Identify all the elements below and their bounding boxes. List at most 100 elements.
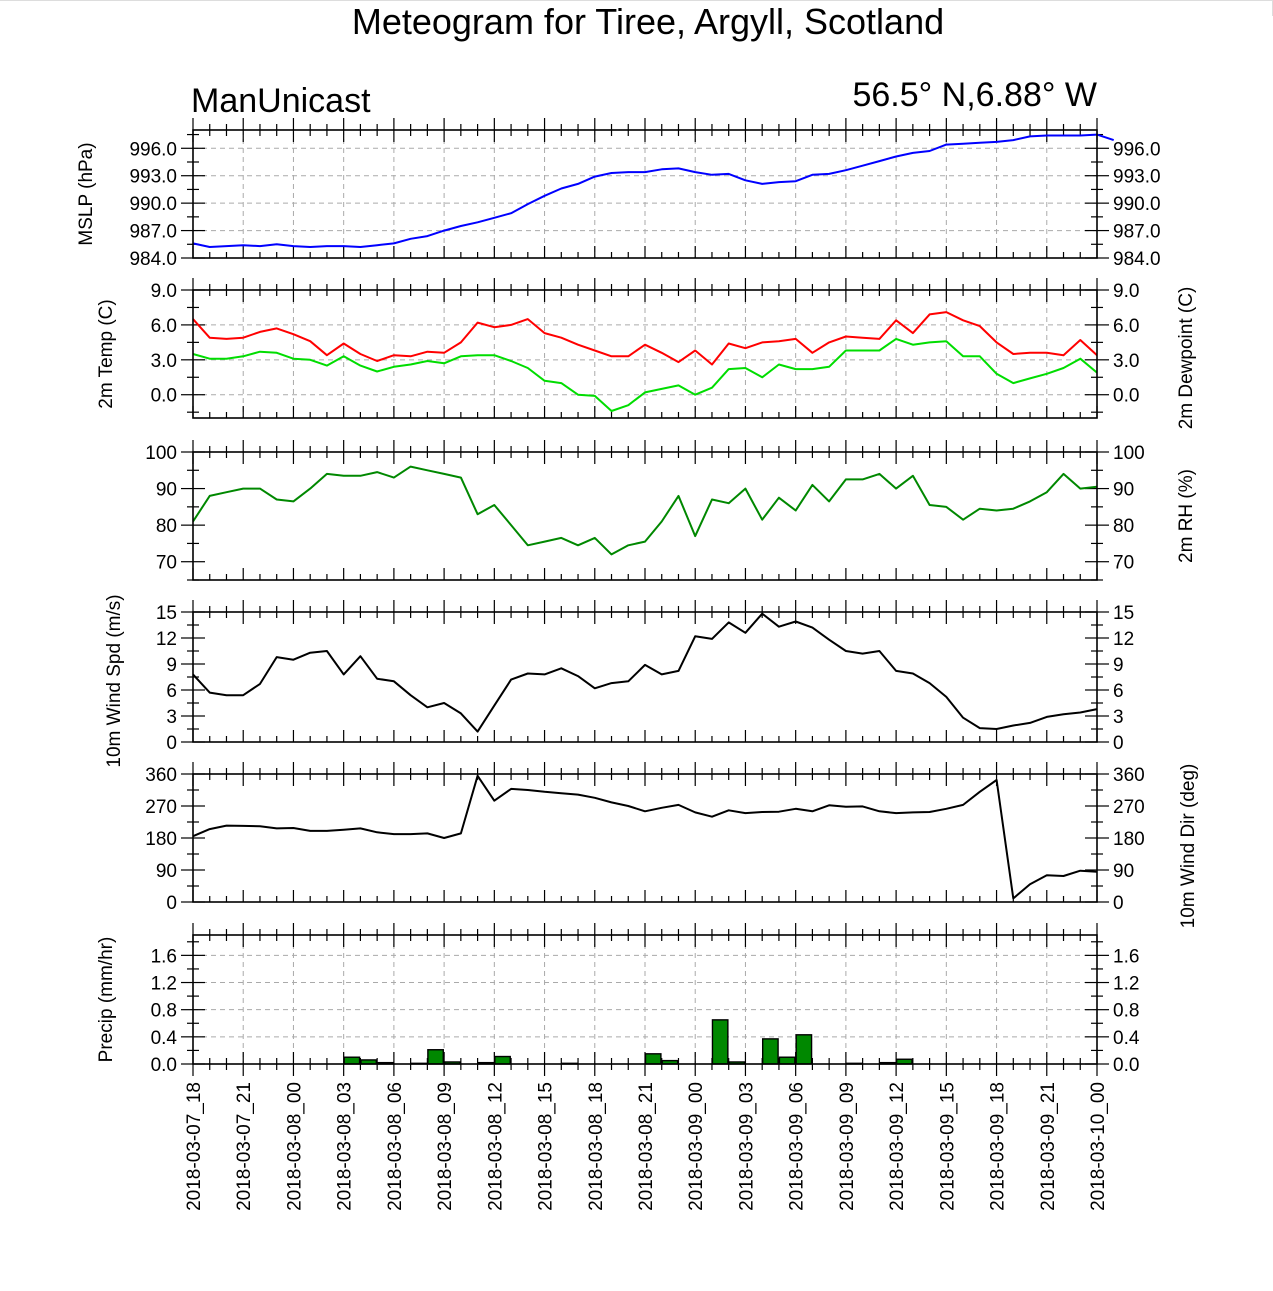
y-tick-label-right: 6.0 bbox=[1113, 316, 1139, 337]
y-tick-label-left: 180 bbox=[145, 829, 177, 850]
y-tick-label-left: 0.0 bbox=[151, 1055, 177, 1076]
y-tick-label-left: 0 bbox=[166, 893, 177, 914]
y-tick-label-right: 3 bbox=[1113, 707, 1124, 728]
y-tick-label-right: 990.0 bbox=[1113, 194, 1161, 215]
x-tick-label: 2018-03-09_09 bbox=[837, 1082, 858, 1211]
precip-bar bbox=[711, 1019, 729, 1065]
y-tick-label-left: 0.4 bbox=[151, 1028, 178, 1049]
y-tick-label-right: 360 bbox=[1113, 765, 1145, 786]
y-tick-label-left: 1.6 bbox=[151, 946, 177, 967]
panel-frame bbox=[192, 773, 1098, 903]
y-tick-label-left: 1.2 bbox=[151, 974, 177, 995]
x-tick-label: 2018-03-07_18 bbox=[184, 1082, 205, 1211]
top-border-line bbox=[0, 0, 1273, 1]
y-tick-label-left: 9.0 bbox=[151, 281, 177, 302]
y-tick-label-left: 90 bbox=[156, 480, 177, 501]
y-tick-label-left: 0.8 bbox=[151, 1001, 177, 1022]
series-line-wind_dir bbox=[192, 774, 1098, 900]
y-tick-label-left: 6.0 bbox=[151, 316, 177, 337]
x-tick-label: 2018-03-09_12 bbox=[887, 1082, 908, 1211]
y-tick-label-left: 993.0 bbox=[129, 167, 177, 188]
x-tick-label: 2018-03-08_18 bbox=[586, 1082, 607, 1211]
x-tick-label: 2018-03-09_00 bbox=[686, 1082, 707, 1211]
y-tick-label-right: 9 bbox=[1113, 655, 1124, 676]
panel-temp: 0.0 0.0 3.0 3.0 6.0 6.0 9.0 9.0 2m Temp (C) 2m De… bbox=[96, 278, 1197, 429]
y-tick-label-left: 15 bbox=[156, 603, 177, 624]
series-line-wind_speed bbox=[192, 612, 1098, 733]
y-tick-label-right: 3.0 bbox=[1113, 351, 1139, 372]
y-tick-label-left: 3 bbox=[166, 707, 177, 728]
y-tick-label-left: 990.0 bbox=[129, 194, 177, 215]
y-axis-label-left: Precip (mm/hr) bbox=[96, 937, 117, 1063]
series-line-rh bbox=[192, 465, 1098, 556]
panel-mslp: 984.0 984.0 987.0 987.0 990.0 990.0 993.0 993.0… bbox=[76, 118, 1161, 270]
x-tick-label: 2018-03-09_21 bbox=[1038, 1082, 1059, 1211]
y-tick-label-left: 0 bbox=[166, 733, 177, 754]
panel-frame bbox=[192, 129, 1098, 259]
y-tick-label-right: 9.0 bbox=[1113, 281, 1139, 302]
y-tick-label-left: 12 bbox=[156, 629, 177, 650]
y-tick-label-right: 90 bbox=[1113, 480, 1134, 501]
y-tick-label-right: 984.0 bbox=[1113, 249, 1161, 270]
y-tick-label-right: 180 bbox=[1113, 829, 1145, 850]
y-tick-label-left: 9 bbox=[166, 655, 177, 676]
y-tick-label-right: 996.0 bbox=[1113, 139, 1161, 160]
y-tick-label-right: 0.4 bbox=[1113, 1028, 1140, 1049]
series-line-mslp bbox=[192, 133, 1115, 248]
y-tick-label-right: 0.0 bbox=[1113, 386, 1139, 407]
y-axis-label-left: MSLP (hPa) bbox=[76, 142, 97, 245]
precip-bar bbox=[778, 1056, 796, 1065]
y-tick-label-right: 0.8 bbox=[1113, 1001, 1139, 1022]
panel-rh: 70 70 80 80 90 90 100 100 2m RH (%) bbox=[145, 440, 1197, 581]
x-tick-label: 2018-03-08_21 bbox=[636, 1082, 657, 1211]
y-tick-label-left: 987.0 bbox=[129, 222, 177, 243]
y-tick-label-right: 1.6 bbox=[1113, 946, 1139, 967]
y-axis-label-right: 2m Dewpoint (C) bbox=[1176, 287, 1197, 430]
y-tick-label-right: 987.0 bbox=[1113, 222, 1161, 243]
y-tick-label-right: 80 bbox=[1113, 516, 1134, 537]
x-tick-label: 2018-03-08_15 bbox=[536, 1082, 557, 1211]
precip-bar bbox=[761, 1038, 779, 1065]
y-axis-label-left: 10m Wind Spd (m/s) bbox=[104, 594, 125, 767]
x-tick-label: 2018-03-09_18 bbox=[988, 1082, 1009, 1211]
y-tick-label-left: 0.0 bbox=[151, 386, 177, 407]
x-tick-label: 2018-03-09_03 bbox=[736, 1082, 757, 1211]
precip-bar bbox=[343, 1056, 361, 1065]
y-tick-label-right: 0 bbox=[1113, 893, 1124, 914]
y-tick-label-left: 996.0 bbox=[129, 139, 177, 160]
y-tick-label-right: 1.2 bbox=[1113, 974, 1139, 995]
panel-wind_dir: 0 0 90 90 180 180 270 270 360 360 10m Wind Dir (de… bbox=[145, 762, 1199, 928]
y-tick-label-right: 70 bbox=[1113, 553, 1134, 574]
x-tick-label: 2018-03-10_00 bbox=[1088, 1082, 1109, 1211]
precip-bar bbox=[795, 1034, 813, 1065]
y-tick-label-right: 12 bbox=[1113, 629, 1134, 650]
x-tick-label: 2018-03-08_03 bbox=[335, 1082, 356, 1211]
model-name: ManUnicast bbox=[191, 82, 371, 120]
y-tick-label-right: 270 bbox=[1113, 797, 1145, 818]
precip-bar bbox=[494, 1055, 511, 1065]
y-tick-label-left: 360 bbox=[145, 765, 177, 786]
chart-title: Meteogram for Tiree, Argyll, Scotland bbox=[352, 1, 944, 42]
panel-frame bbox=[192, 451, 1098, 581]
y-tick-label-right: 15 bbox=[1113, 603, 1134, 624]
y-tick-label-right: 0 bbox=[1113, 733, 1124, 754]
x-tick-label: 2018-03-08_09 bbox=[435, 1082, 456, 1211]
y-axis-label-right: 2m RH (%) bbox=[1176, 469, 1197, 563]
x-tick-label: 2018-03-08_06 bbox=[385, 1082, 406, 1211]
y-tick-label-left: 100 bbox=[145, 443, 177, 464]
y-axis-label-right: 10m Wind Dir (deg) bbox=[1178, 764, 1199, 929]
precip-bar bbox=[644, 1053, 662, 1065]
x-tick-label: 2018-03-08_00 bbox=[284, 1082, 305, 1211]
panel-precip: 0.0 0.0 0.4 0.4 0.8 0.8 1.2 1.2 1.6 1.6 Precip (mm… bbox=[96, 923, 1140, 1076]
x-tick-label: 2018-03-09_06 bbox=[787, 1082, 808, 1211]
location-coordinates: 56.5° N,6.88° W bbox=[852, 76, 1097, 114]
y-tick-label-right: 90 bbox=[1113, 861, 1134, 882]
y-tick-label-left: 70 bbox=[156, 553, 177, 574]
y-tick-label-right: 6 bbox=[1113, 681, 1124, 702]
x-tick-label: 2018-03-08_12 bbox=[485, 1082, 506, 1211]
y-tick-label-right: 0.0 bbox=[1113, 1055, 1139, 1076]
panel-wind_speed: 0 0 3 3 6 6 9 9 12 12 15 15 10m Wind Spd (m/s) bbox=[104, 594, 1134, 767]
x-tick-label: 2018-03-09_15 bbox=[937, 1082, 958, 1211]
